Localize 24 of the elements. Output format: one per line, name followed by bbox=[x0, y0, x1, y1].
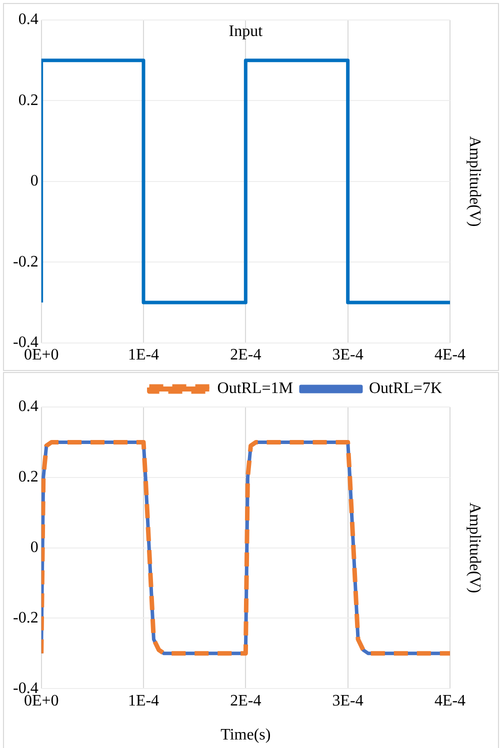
legend-label: OutRL=7K bbox=[368, 380, 442, 398]
x-tick-label: 4E-4 bbox=[434, 346, 466, 364]
x-tick-label: 0E+0 bbox=[24, 346, 59, 364]
y-tick-label: -0.2 bbox=[13, 253, 38, 270]
y-tick-label: 0 bbox=[30, 539, 38, 556]
chart-title: Input bbox=[228, 23, 264, 40]
y-tick-label: -0.2 bbox=[13, 609, 38, 626]
x-tick-label: 2E-4 bbox=[230, 692, 262, 710]
y-axis-title: Amplitude(V) bbox=[466, 136, 483, 227]
x-tick-label: 1E-4 bbox=[128, 692, 160, 710]
y-tick-label: 0.4 bbox=[18, 398, 38, 416]
y-tick-label: 0.2 bbox=[18, 468, 38, 486]
legend-label: OutRL=1M bbox=[217, 380, 293, 398]
x-tick-label: 0E+0 bbox=[24, 692, 59, 710]
x-tick-label: 4E-4 bbox=[434, 692, 466, 710]
y-tick-label: 0 bbox=[30, 172, 38, 190]
y-axis-title: Amplitude(V) bbox=[466, 502, 483, 594]
x-tick-label: 2E-4 bbox=[230, 346, 262, 364]
x-tick-label: 1E-4 bbox=[128, 346, 160, 364]
x-tick-label: 3E-4 bbox=[332, 692, 364, 710]
x-axis-title: Time(s) bbox=[220, 726, 271, 744]
y-tick-label: 0.2 bbox=[18, 92, 38, 109]
y-tick-label: 0.4 bbox=[18, 11, 38, 28]
x-tick-label: 3E-4 bbox=[332, 346, 364, 364]
